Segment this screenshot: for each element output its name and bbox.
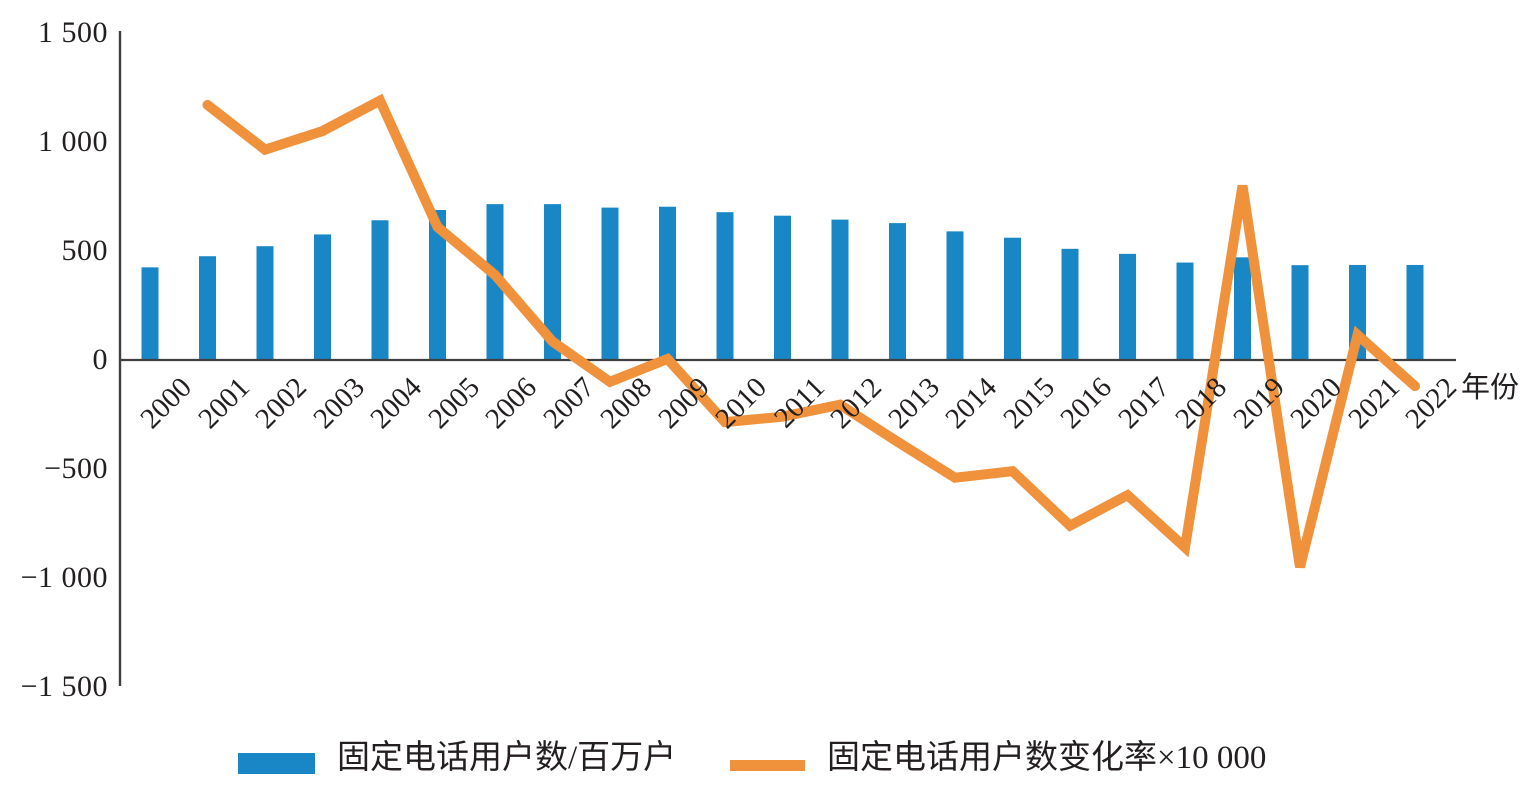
y-axis-tick-label: 500	[61, 234, 108, 267]
line-series	[202, 93, 1420, 569]
bar-2004	[371, 220, 389, 360]
legend-item-users: 固定电话用户数/百万户	[238, 737, 676, 779]
bar-2015	[1004, 237, 1021, 360]
bar-2008	[601, 207, 619, 360]
bar-2011	[774, 215, 791, 360]
legend-label-users: 固定电话用户数/百万户	[337, 740, 677, 776]
bar-2010	[716, 212, 734, 360]
bar-2019	[1234, 257, 1251, 360]
rate-line	[202, 93, 1420, 569]
bar-2014	[946, 231, 964, 360]
x-axis-title: 年份	[1461, 372, 1520, 404]
bar-2005	[429, 210, 446, 360]
bar-2013	[889, 223, 906, 360]
y-axis-tick-label: 1 000	[38, 125, 108, 158]
legend-swatch-rate-icon	[730, 760, 805, 771]
bar-2000	[141, 267, 159, 360]
bar-2018	[1176, 262, 1194, 360]
legend-label-rate: 固定电话用户数变化率×10 000	[827, 740, 1267, 776]
bar-2002	[256, 246, 274, 360]
legend-swatch-users-icon	[238, 752, 315, 774]
y-axis-tick-label: −1 000	[20, 561, 108, 594]
bar-2001	[199, 256, 216, 360]
bar-2017	[1119, 253, 1136, 360]
y-axis-tick-label: 0	[92, 343, 108, 376]
bar-2009	[659, 206, 676, 360]
bar-2022	[1406, 264, 1424, 360]
bar-2016	[1061, 248, 1079, 360]
y-axis-tick-label: −500	[44, 452, 108, 485]
legend-item-rate: 固定电话用户数变化率×10 000	[730, 737, 1266, 779]
axes	[118, 31, 1456, 686]
bar-2003	[314, 234, 331, 360]
bar-2012	[831, 219, 849, 360]
bar-2007	[544, 204, 561, 360]
y-axis-tick-label: 1 500	[38, 16, 108, 49]
bar-series	[141, 204, 1424, 360]
bar-2020	[1291, 265, 1309, 360]
y-axis-tick-label: −1 500	[20, 670, 108, 703]
